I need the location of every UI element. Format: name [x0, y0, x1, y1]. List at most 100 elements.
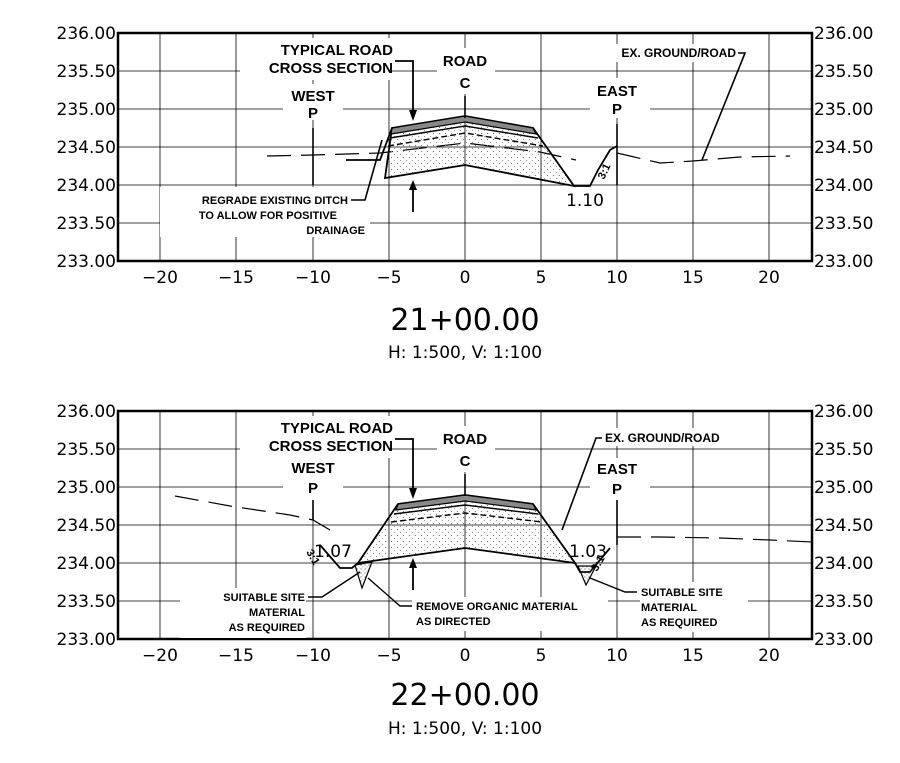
y-tick: 236.00: [814, 402, 873, 422]
y-tick: 233.50: [57, 214, 116, 234]
y-tick: 235.00: [814, 478, 873, 498]
y-tick: 233.00: [57, 252, 116, 272]
y-tick: 235.00: [57, 100, 116, 120]
east-slope-label: 3:1: [596, 162, 614, 181]
scale-note: H: 1:500, V: 1:100: [388, 343, 542, 363]
regrade-label-line3: DRAINAGE: [306, 225, 365, 237]
y-tick: 233.50: [814, 592, 873, 612]
y-axis-right: 236.00 235.50 235.00 234.50 234.00 233.5…: [814, 402, 873, 650]
road-label: ROAD: [443, 53, 487, 70]
ex-ground-label: EX. GROUND/ROAD: [621, 46, 736, 60]
typical-road-label-line2: CROSS SECTION: [269, 60, 393, 77]
leader-suitable-right: [589, 577, 637, 593]
y-tick: 234.00: [57, 554, 116, 574]
frame: [116, 409, 814, 641]
scale-note: H: 1:500, V: 1:100: [388, 719, 542, 739]
centerline-label: C: [460, 75, 471, 92]
y-tick: 234.00: [57, 176, 116, 196]
y-tick: 236.00: [814, 24, 873, 44]
regrade-label-line1: REGRADE EXISTING DITCH: [202, 195, 348, 207]
y-tick: 234.50: [57, 516, 116, 536]
centerline-label: C: [460, 453, 471, 470]
y-tick: 235.50: [814, 440, 873, 460]
y-tick: 235.00: [814, 100, 873, 120]
x-axis: −20 −15 −10 −5 0 5 10 15 20: [142, 646, 780, 666]
x-tick: 20: [758, 646, 780, 666]
east-label: EAST: [597, 461, 637, 478]
east-ditch-fill: [577, 565, 597, 587]
suitable-left-line3: AS REQUIRED: [229, 622, 305, 634]
station-title: 21+00.00: [390, 303, 539, 338]
y-tick: 233.00: [814, 630, 873, 650]
leader-ex-ground: [561, 437, 602, 531]
x-tick: −10: [295, 646, 331, 666]
x-tick: 0: [460, 646, 471, 666]
x-tick: −15: [218, 646, 254, 666]
west-label: WEST: [291, 88, 334, 105]
y-tick: 236.00: [57, 402, 116, 422]
y-tick: 235.00: [57, 478, 116, 498]
suitable-right-line2: MATERIAL: [641, 602, 697, 614]
x-tick: 10: [606, 646, 628, 666]
typical-road-label-line1: TYPICAL ROAD: [281, 420, 393, 437]
x-tick: −20: [142, 268, 178, 288]
y-tick: 233.50: [57, 592, 116, 612]
suitable-left-line1: SUITABLE SITE: [223, 592, 305, 604]
y-tick: 235.50: [57, 62, 116, 82]
y-tick: 235.50: [57, 440, 116, 460]
existing-ground-line: [174, 495, 331, 531]
suitable-right-line3: AS REQUIRED: [641, 617, 717, 629]
x-tick: −5: [376, 646, 401, 666]
leader-regrade: [351, 139, 383, 201]
y-tick: 234.50: [814, 138, 873, 158]
y-tick: 233.00: [814, 252, 873, 272]
remove-organic-line1: REMOVE ORGANIC MATERIAL: [416, 601, 578, 613]
remove-organic-line2: AS DIRECTED: [416, 616, 491, 628]
x-tick: 10: [606, 268, 628, 288]
typical-road-label-line1: TYPICAL ROAD: [281, 42, 393, 59]
leader-suitable-left: [308, 571, 361, 598]
section-22-plus-00: TYPICAL ROAD CROSS SECTION ROAD C WEST P…: [57, 402, 874, 739]
x-tick: −10: [295, 268, 331, 288]
leader-ex-ground: [701, 52, 747, 161]
x-tick: −5: [376, 268, 401, 288]
west-label: WEST: [291, 460, 334, 477]
west-pl-label: P: [308, 105, 318, 122]
east-pl-label: P: [612, 101, 622, 118]
y-axis-left: 236.00 235.50 235.00 234.50 234.00 233.5…: [57, 402, 116, 650]
x-tick: 20: [758, 268, 780, 288]
y-axis-left: 236.00 235.50 235.00 234.50 234.00 233.5…: [57, 24, 116, 272]
x-tick: 15: [682, 268, 704, 288]
east-pl-label: P: [612, 481, 622, 498]
y-axis-right: 236.00 235.50 235.00 234.50 234.00 233.5…: [814, 24, 873, 272]
west-ditch-depth: 1.07: [314, 542, 352, 562]
y-tick: 235.50: [814, 62, 873, 82]
x-axis: −20 −15 −10 −5 0 5 10 15 20: [142, 268, 780, 288]
suitable-right-line1: SUITABLE SITE: [641, 587, 723, 599]
y-tick: 234.50: [814, 516, 873, 536]
frame: [116, 31, 814, 263]
y-tick: 233.50: [814, 214, 873, 234]
x-tick: −20: [142, 646, 178, 666]
east-ditch-depth: 1.03: [569, 542, 607, 562]
suitable-left-line2: MATERIAL: [249, 607, 305, 619]
section-21-plus-00: TYPICAL ROAD CROSS SECTION ROAD C WEST P…: [57, 24, 874, 363]
west-ditch-fill: [354, 561, 373, 590]
typical-road-label-line2: CROSS SECTION: [269, 438, 393, 455]
leader-remove-organic: [367, 577, 412, 607]
y-tick: 234.00: [814, 554, 873, 574]
station-title: 22+00.00: [390, 678, 539, 713]
west-pl-label: P: [308, 480, 318, 497]
x-tick: −15: [218, 268, 254, 288]
leader-typical-road: [395, 60, 414, 116]
leader-typical-road: [395, 438, 414, 494]
x-tick: 0: [460, 268, 471, 288]
ex-ground-label: EX. GROUND/ROAD: [605, 431, 720, 445]
regrade-label-line2: TO ALLOW FOR POSITIVE: [199, 210, 337, 222]
y-tick: 233.00: [57, 630, 116, 650]
y-tick: 234.00: [814, 176, 873, 196]
x-tick: 5: [536, 646, 547, 666]
road-label: ROAD: [443, 431, 487, 448]
east-label: EAST: [597, 83, 637, 100]
